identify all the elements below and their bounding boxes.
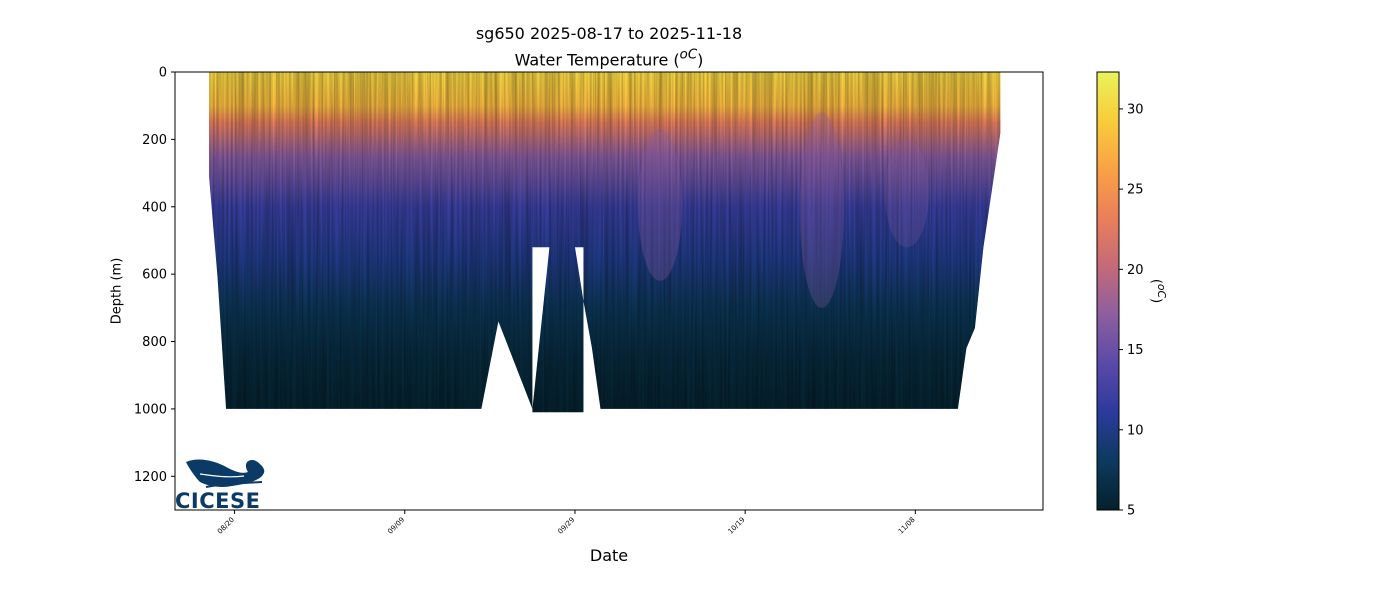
colorbar-tick-label: 20 <box>1127 263 1144 278</box>
colorbar-frame <box>1096 71 1120 511</box>
colorbar-tick-label: 15 <box>1127 343 1144 358</box>
chart-subtitle-text: Water Temperature ( <box>514 50 680 70</box>
cicese-bird-wing-line <box>199 473 245 478</box>
y-tick-label: 0 <box>159 66 167 81</box>
colorbar-unit: oC <box>1154 283 1168 299</box>
x-tick-label: 10/19 <box>727 516 747 536</box>
colorbar-gradient <box>1097 72 1119 510</box>
plot-frame <box>174 71 1044 511</box>
plot-area: CICESE <box>174 71 1044 513</box>
y-tick-label: 600 <box>142 268 167 283</box>
warm-plume <box>884 139 929 248</box>
cicese-logo: CICESE <box>175 459 265 513</box>
colorbar: 5 10 15 20 25 30 <box>1096 71 1144 519</box>
x-tick-label: 11/08 <box>897 516 917 536</box>
colorbar-label: (oC) <box>1148 278 1168 304</box>
x-tick-label: 09/09 <box>386 516 406 536</box>
warm-plume <box>638 129 683 281</box>
chart-title: sg650 2025-08-17 to 2025-11-18 <box>475 24 743 43</box>
chart-subtitle-unit: oC <box>679 48 698 63</box>
temperature-heatmap-texture <box>209 72 1001 413</box>
y-tick-label: 1000 <box>134 402 167 417</box>
x-tick-label: 09/29 <box>556 516 576 536</box>
y-tick-label: 1200 <box>134 470 167 485</box>
x-tick-label: 08/20 <box>216 516 236 536</box>
warm-plume <box>799 112 844 308</box>
cicese-wave-line <box>205 481 263 488</box>
y-axis: 0 200 400 600 800 1000 1200 <box>134 66 175 485</box>
y-tick-label: 800 <box>142 335 167 350</box>
x-axis: 08/20 09/09 09/29 10/19 11/08 <box>216 510 917 536</box>
colorbar-ticks: 5 10 15 20 25 30 <box>1119 102 1144 519</box>
cicese-bird-logo-icon <box>186 459 265 487</box>
y-tick-label: 200 <box>142 133 167 148</box>
x-axis-label: Date <box>589 546 629 565</box>
colorbar-tick-label: 5 <box>1127 504 1135 519</box>
colorbar-tick-label: 10 <box>1127 423 1144 438</box>
y-tick-label: 400 <box>142 200 167 215</box>
chart-subtitle: Water Temperature (oC) <box>514 48 704 70</box>
colorbar-tick-label: 25 <box>1127 183 1144 198</box>
colorbar-tick-label: 30 <box>1127 102 1144 117</box>
y-axis-label: Depth (m) <box>109 257 125 325</box>
warm-upwelling-features <box>638 112 929 308</box>
cicese-logo-text: CICESE <box>175 489 260 513</box>
